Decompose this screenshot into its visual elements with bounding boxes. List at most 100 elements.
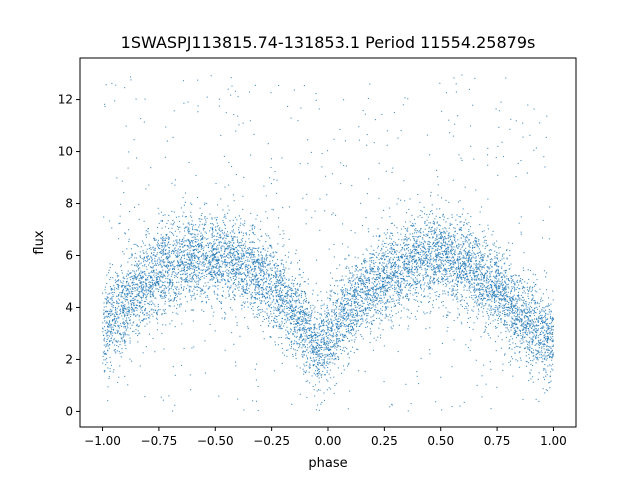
data-point xyxy=(200,293,202,295)
data-point xyxy=(144,273,146,275)
data-point xyxy=(488,288,490,290)
data-point xyxy=(485,273,487,275)
data-point xyxy=(395,261,397,263)
data-point xyxy=(415,263,418,265)
data-point xyxy=(299,284,301,286)
data-point xyxy=(375,299,377,302)
data-point xyxy=(305,301,307,303)
data-point xyxy=(416,275,418,277)
data-point xyxy=(117,326,119,328)
data-point xyxy=(369,267,371,269)
data-point xyxy=(301,329,303,331)
data-point xyxy=(112,319,114,321)
data-point xyxy=(203,292,205,295)
data-point xyxy=(134,272,136,274)
data-point xyxy=(495,108,497,110)
data-point xyxy=(289,328,292,330)
data-point xyxy=(406,268,408,270)
data-point xyxy=(278,309,281,311)
data-point xyxy=(157,273,159,275)
data-point xyxy=(351,283,353,285)
data-point xyxy=(219,227,221,229)
data-point xyxy=(381,252,383,254)
data-point xyxy=(476,275,478,277)
data-point xyxy=(290,346,293,348)
data-point xyxy=(328,333,331,335)
data-point xyxy=(439,264,441,266)
data-point xyxy=(501,300,503,302)
data-point xyxy=(146,257,148,259)
data-point xyxy=(118,223,120,225)
data-point xyxy=(404,97,406,99)
data-point xyxy=(262,287,264,289)
data-point xyxy=(319,333,321,335)
data-point xyxy=(172,410,174,412)
data-point xyxy=(306,312,308,314)
data-point xyxy=(416,251,418,253)
data-point xyxy=(321,353,323,355)
data-point xyxy=(539,122,541,124)
data-point xyxy=(354,305,356,307)
data-point xyxy=(217,224,219,227)
data-point xyxy=(543,156,545,158)
data-point xyxy=(212,245,214,247)
data-point xyxy=(308,371,310,373)
data-point xyxy=(120,292,122,294)
data-point xyxy=(438,234,440,236)
data-point xyxy=(535,324,538,326)
data-point xyxy=(104,286,106,288)
data-point xyxy=(388,207,390,209)
data-point xyxy=(222,245,224,247)
data-point xyxy=(453,270,455,272)
data-point xyxy=(245,234,248,236)
data-point xyxy=(544,356,546,358)
data-point xyxy=(461,299,463,301)
data-point xyxy=(433,231,435,233)
data-point xyxy=(238,227,240,229)
data-point xyxy=(495,350,497,352)
data-point xyxy=(375,271,377,273)
data-point xyxy=(234,247,237,249)
data-point xyxy=(437,266,440,268)
data-point xyxy=(347,314,349,316)
data-point xyxy=(361,310,363,312)
data-point xyxy=(344,293,346,295)
data-point xyxy=(125,312,127,314)
data-point xyxy=(268,295,271,297)
data-point xyxy=(536,358,538,360)
data-point xyxy=(297,298,299,300)
data-point xyxy=(455,262,457,264)
data-point xyxy=(229,288,231,290)
data-point xyxy=(386,276,388,279)
data-point xyxy=(250,296,252,298)
data-point xyxy=(257,261,259,263)
data-point xyxy=(538,344,540,347)
data-point xyxy=(487,332,489,335)
data-point xyxy=(222,270,224,272)
data-point xyxy=(440,264,442,266)
data-point xyxy=(518,313,521,315)
data-point xyxy=(368,297,370,299)
data-point xyxy=(271,247,273,249)
data-point xyxy=(208,261,210,263)
data-point xyxy=(389,260,391,262)
data-point xyxy=(143,293,146,295)
data-point xyxy=(483,276,485,278)
data-point xyxy=(416,295,418,298)
data-point xyxy=(139,305,141,307)
data-point xyxy=(256,284,258,286)
data-point xyxy=(349,277,351,279)
data-point xyxy=(217,232,219,234)
data-point xyxy=(189,242,191,244)
data-point xyxy=(548,337,550,339)
data-point xyxy=(165,235,167,237)
data-point xyxy=(348,357,350,359)
data-point xyxy=(261,280,263,282)
data-point xyxy=(505,77,507,79)
data-point xyxy=(496,290,498,292)
data-point xyxy=(435,215,437,217)
data-point xyxy=(374,119,377,121)
data-point xyxy=(511,286,513,288)
data-point xyxy=(448,241,450,243)
data-point xyxy=(202,234,204,236)
